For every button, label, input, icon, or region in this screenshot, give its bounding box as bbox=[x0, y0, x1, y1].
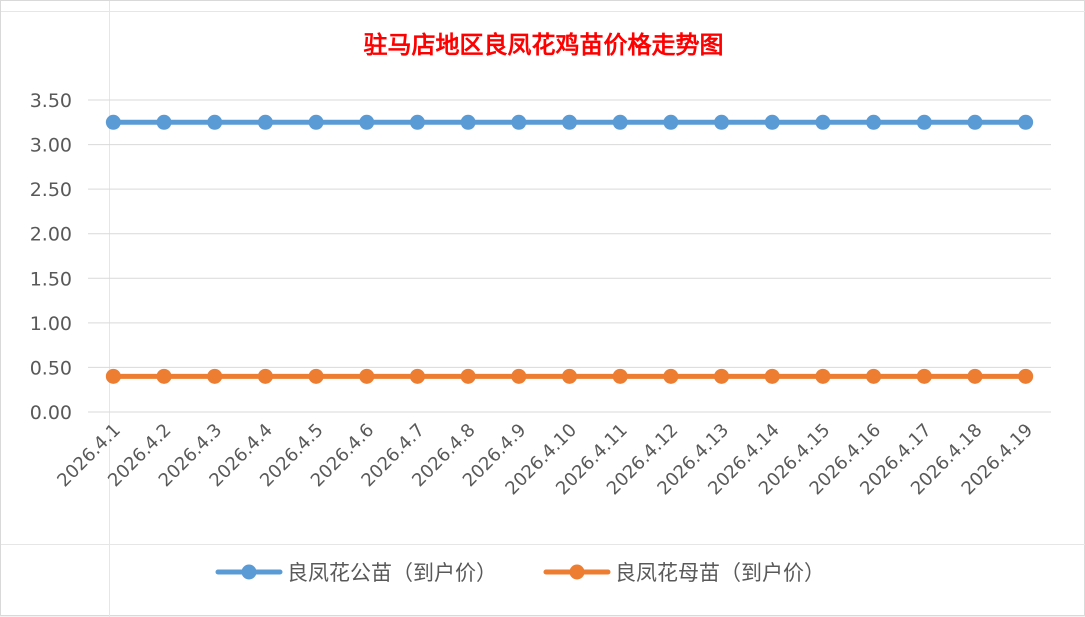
data-point-series-1 bbox=[511, 114, 527, 130]
data-point-series-1 bbox=[1018, 114, 1034, 130]
legend-label-1: 良凤花公苗（到户价） bbox=[287, 561, 497, 585]
data-point-series-2 bbox=[866, 368, 882, 384]
data-point-series-1 bbox=[612, 114, 628, 130]
y-tick-label: 2.00 bbox=[30, 224, 72, 246]
data-point-series-2 bbox=[612, 368, 628, 384]
data-point-series-2 bbox=[257, 368, 273, 384]
data-point-series-1 bbox=[207, 114, 223, 130]
y-tick-label: 3.50 bbox=[30, 90, 72, 112]
data-point-series-1 bbox=[156, 114, 172, 130]
data-point-series-2 bbox=[967, 368, 983, 384]
y-tick-label: 3.00 bbox=[30, 135, 72, 157]
data-point-series-2 bbox=[1018, 368, 1034, 384]
data-point-series-1 bbox=[764, 114, 780, 130]
chart-title: 驻马店地区良凤花鸡苗价格走势图 bbox=[363, 30, 724, 59]
sheet-gridline bbox=[109, 1, 110, 617]
data-point-series-2 bbox=[511, 368, 527, 384]
data-point-series-1 bbox=[562, 114, 577, 130]
sheet-gridline bbox=[1, 11, 1085, 12]
data-point-series-1 bbox=[714, 114, 730, 130]
data-point-series-1 bbox=[359, 114, 375, 130]
data-point-series-2 bbox=[916, 368, 932, 384]
data-point-series-2 bbox=[460, 368, 476, 384]
data-point-series-1 bbox=[916, 114, 932, 130]
data-point-series-2 bbox=[308, 368, 324, 384]
data-point-series-2 bbox=[359, 368, 375, 384]
data-point-series-2 bbox=[409, 368, 425, 384]
sheet-gridline bbox=[1, 544, 1085, 545]
legend-marker-1 bbox=[241, 564, 257, 580]
data-point-series-2 bbox=[105, 368, 121, 384]
data-point-series-2 bbox=[562, 368, 577, 384]
legend-label-2: 良凤花母苗（到户价） bbox=[615, 561, 825, 585]
data-point-series-1 bbox=[409, 114, 425, 130]
data-point-series-2 bbox=[207, 368, 223, 384]
data-point-series-1 bbox=[866, 114, 882, 130]
data-point-series-2 bbox=[156, 368, 172, 384]
data-point-series-1 bbox=[967, 114, 983, 130]
legend-marker-2 bbox=[569, 564, 585, 580]
data-point-series-1 bbox=[460, 114, 476, 130]
y-tick-label: 1.50 bbox=[30, 268, 72, 290]
data-point-series-1 bbox=[308, 114, 324, 130]
y-tick-label: 0.50 bbox=[30, 357, 72, 379]
y-tick-label: 2.50 bbox=[30, 179, 72, 201]
y-tick-label: 0.00 bbox=[30, 402, 72, 424]
data-point-series-1 bbox=[105, 114, 121, 130]
data-point-series-2 bbox=[714, 368, 730, 384]
data-point-series-1 bbox=[257, 114, 273, 130]
data-point-series-2 bbox=[815, 368, 831, 384]
data-point-series-2 bbox=[764, 368, 780, 384]
data-point-series-2 bbox=[663, 368, 679, 384]
data-point-series-1 bbox=[663, 114, 679, 130]
data-point-series-1 bbox=[815, 114, 831, 130]
y-tick-label: 1.00 bbox=[30, 313, 72, 335]
